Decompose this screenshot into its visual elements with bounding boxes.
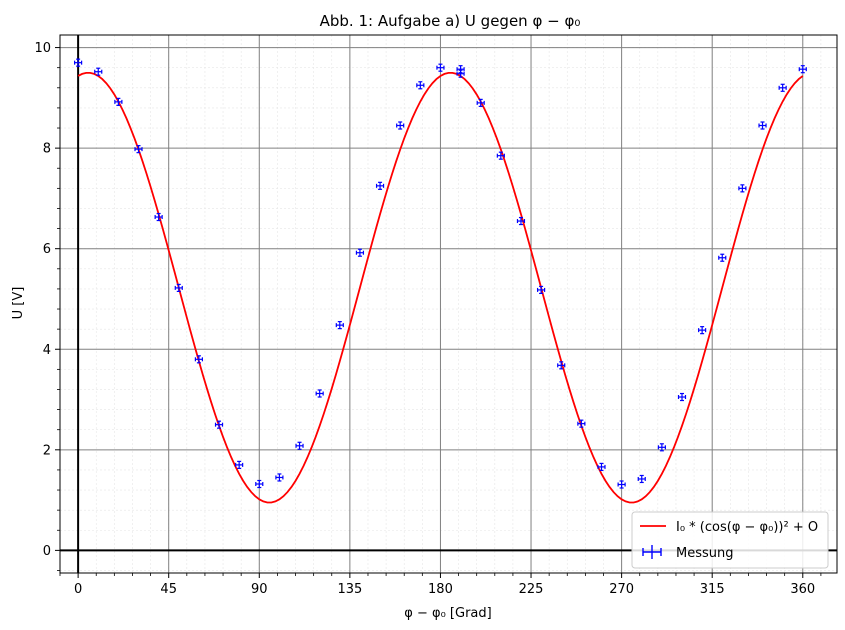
legend-messung-label: Messung [676,546,734,561]
data-point [536,285,546,295]
data-point [758,121,767,130]
x-tick-label: 360 [790,582,815,597]
data-point [597,462,606,472]
data-point [134,145,143,154]
legend-box [631,511,829,569]
data-point [476,98,485,107]
data-point [275,473,284,482]
data-point [698,326,707,335]
plot-frame [59,34,838,574]
data-point [335,321,344,330]
data-point [214,420,224,429]
data-point [496,151,505,160]
chart-title: Abb. 1: Aufgabe a) U gegen φ − φ₀ [320,12,581,30]
x-tick-label: 45 [160,582,177,597]
data-point [355,248,365,257]
data-point [154,212,163,222]
y-tick-label: 0 [43,544,51,559]
data-point [194,355,203,364]
x-axis-label: φ − φ₀ [Grad] [404,606,491,621]
x-tick-label: 315 [700,582,725,597]
data-point [456,69,465,78]
data-point [94,67,103,76]
data-point [375,181,385,190]
data-point [778,83,787,92]
data-point [315,389,324,398]
y-tick-label: 2 [43,443,51,458]
data-point [516,216,526,226]
data-point [617,480,626,489]
data-point [718,253,727,262]
data-point [114,97,123,106]
data-point [657,443,666,452]
data-point [174,283,183,293]
ticks-layer [55,47,822,578]
data-point [255,479,264,489]
legend-fit-label: I₀ * (cos(φ − φ₀))² + O [676,520,818,535]
tick-labels: 0 45 90 135 180 225 270 315 360 0 2 4 6 8 10 [34,41,815,597]
y-tick-label: 6 [43,242,51,257]
data-point [798,65,807,74]
data-point [557,361,566,370]
y-tick-label: 8 [43,142,51,157]
y-tick-label: 4 [43,343,51,358]
x-tick-label: 225 [519,582,544,597]
y-axis-label: U [V] [11,287,26,320]
data-point [396,121,405,130]
data-point [436,63,445,72]
data-point [295,441,304,450]
data-point [416,81,425,90]
data-point [637,474,646,484]
legend: I₀ * (cos(φ − φ₀))² + O Messung [631,511,829,569]
data-point [677,392,687,402]
legend-messung-swatch [642,545,662,559]
x-tick-label: 90 [251,582,268,597]
data-points-layer [74,58,807,489]
x-tick-label: 0 [74,582,82,597]
x-tick-label: 180 [428,582,453,597]
data-point [577,419,586,428]
data-point [738,184,747,193]
y-tick-label: 10 [34,41,51,56]
x-tick-label: 135 [337,582,362,597]
data-point [74,58,83,67]
data-point [235,460,244,469]
x-tick-label: 270 [609,582,634,597]
